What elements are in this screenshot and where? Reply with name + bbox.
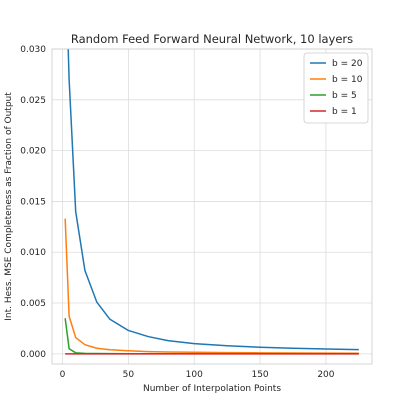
legend: b = 20 b = 10 b = 5 b = 1 xyxy=(303,52,369,124)
x-tick-label: 50 xyxy=(123,370,135,380)
y-tick-label: 0.020 xyxy=(20,147,46,157)
y-tick-label: 0.030 xyxy=(20,45,46,55)
y-tick-label: 0.025 xyxy=(20,96,46,106)
y-tick-label: 0.015 xyxy=(20,197,46,207)
legend-entry: b = 1 xyxy=(332,107,357,117)
y-axis-label: Int. Hess. MSE Completeness as Fraction … xyxy=(4,92,14,321)
tick-labels: 0 50 100 150 200 0.000 0.005 0.010 0.015 0.020 0.0… xyxy=(20,45,335,380)
x-tick-label: 200 xyxy=(317,370,334,380)
y-tick-label: 0.000 xyxy=(20,350,46,360)
series-lines xyxy=(64,49,359,355)
x-tick-label: 0 xyxy=(60,370,66,380)
series-line xyxy=(64,218,359,354)
x-axis-label: Number of Interpolation Points xyxy=(143,384,281,394)
chart-title: Random Feed Forward Neural Network, 10 l… xyxy=(71,32,353,46)
legend-entry: b = 20 xyxy=(332,59,363,69)
x-tick-label: 100 xyxy=(186,370,203,380)
x-tick-label: 150 xyxy=(251,370,268,380)
legend-box xyxy=(303,52,369,124)
legend-entry: b = 5 xyxy=(332,91,357,101)
legend-entry: b = 10 xyxy=(332,75,363,85)
series-line xyxy=(67,49,359,351)
y-tick-label: 0.010 xyxy=(20,248,46,258)
plot-frame xyxy=(51,48,373,365)
y-tick-label: 0.005 xyxy=(20,299,46,309)
